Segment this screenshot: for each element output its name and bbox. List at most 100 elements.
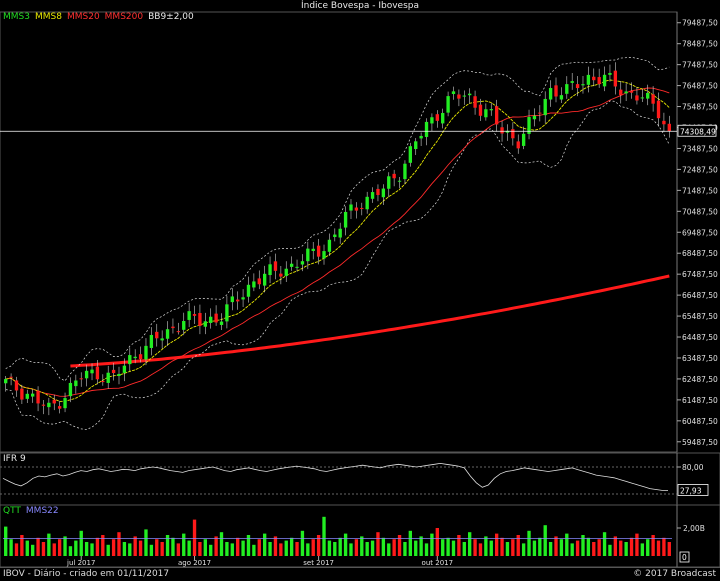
volume-bar <box>548 542 553 556</box>
volume-bar <box>230 543 234 556</box>
volume-bar <box>241 540 245 556</box>
volume-bar <box>608 544 612 556</box>
volume-bar <box>505 542 510 556</box>
volume-bar <box>306 543 310 556</box>
candle-body <box>84 370 89 379</box>
volume-bar <box>214 536 218 556</box>
volume-bar <box>662 537 666 556</box>
volume-bar <box>155 539 159 556</box>
volume-bar <box>327 540 332 556</box>
candle-body <box>468 93 472 96</box>
volume-panel: 2,00B 0 <box>0 504 720 567</box>
volume-bar <box>656 540 661 556</box>
candle-body <box>246 284 251 297</box>
volume-bar <box>516 535 520 556</box>
bollinger-upper <box>5 56 670 382</box>
volume-bar <box>187 540 191 556</box>
volume-bar <box>257 539 261 556</box>
volume-bar <box>381 537 386 556</box>
volume-bar <box>667 542 671 556</box>
volume-bar <box>138 540 143 556</box>
main-legend: MMS3 MMS8 MMS20 MMS200 BB9±2,00 <box>3 12 199 23</box>
volume-bar <box>149 544 154 556</box>
volume-bar <box>457 535 461 556</box>
volume-bar <box>171 537 175 556</box>
volume-bar <box>635 533 639 556</box>
volume-bar <box>63 536 67 556</box>
volume-bar <box>646 539 650 556</box>
volume-bar <box>370 540 375 556</box>
volume-bar <box>144 529 148 556</box>
candle-body <box>354 207 359 211</box>
price-tick-label: 68487,50 <box>682 249 718 258</box>
volume-bar <box>133 536 137 556</box>
candle-body <box>209 316 213 323</box>
volume-bar <box>284 540 288 556</box>
price-tick-label: 79487,50 <box>682 19 718 28</box>
price-tick-label: 66487,50 <box>682 291 718 300</box>
candle-body <box>629 90 634 93</box>
candle-body <box>473 96 477 108</box>
volume-bar <box>273 536 278 556</box>
candle-body <box>559 95 564 100</box>
candle-body <box>327 239 332 252</box>
volume-bar <box>101 535 105 556</box>
volume-bar <box>462 542 466 556</box>
volume-bar <box>349 543 353 556</box>
volume-bar <box>651 535 655 556</box>
price-tick-label: 70487,50 <box>682 207 718 216</box>
mms20-line <box>5 87 670 397</box>
volume-bar <box>225 542 229 556</box>
candle-body <box>370 192 375 199</box>
candle-body <box>527 117 531 134</box>
candle-body <box>397 180 402 182</box>
candle-body <box>90 369 94 374</box>
volume-bar <box>592 542 596 556</box>
price-tick-label: 76487,50 <box>682 82 718 91</box>
candle-body <box>505 130 510 133</box>
volume-bar <box>4 526 8 556</box>
candle-body <box>149 334 154 348</box>
candle-body <box>14 380 19 391</box>
volume-bar <box>403 542 407 556</box>
rsi-legend: IFR 9 <box>3 454 31 465</box>
candle-body <box>138 354 143 360</box>
volume-bar <box>47 533 51 556</box>
candle-body <box>511 129 515 139</box>
volume-bar <box>52 543 56 556</box>
candle-body <box>462 95 466 97</box>
candle-body <box>646 92 650 99</box>
candle-body <box>306 248 310 262</box>
candle-body <box>554 85 558 97</box>
candle-body <box>613 70 618 87</box>
candle-body <box>74 380 78 387</box>
volume-bar <box>31 544 35 556</box>
volume-bar <box>111 539 116 556</box>
candle-body <box>349 204 353 211</box>
last-price-box <box>677 124 717 137</box>
candle-body <box>430 117 434 124</box>
volume-bar <box>236 537 240 556</box>
volume-bar <box>57 539 62 556</box>
volume-bar <box>252 544 256 556</box>
candle-body <box>516 141 520 149</box>
price-tick-label: 67487,50 <box>682 270 718 279</box>
candle-body <box>252 281 256 288</box>
candle-body <box>500 127 504 134</box>
price-tick-label: 61487,50 <box>682 396 718 405</box>
candle-body <box>41 404 46 406</box>
mms8-line <box>5 79 670 402</box>
candle-body <box>419 135 423 139</box>
volume-bar <box>300 530 305 556</box>
price-tick-label: 75487,50 <box>682 103 718 112</box>
volume-bar <box>387 543 391 556</box>
volume-bar <box>289 537 294 556</box>
volume-bar <box>565 533 569 556</box>
candle-body <box>570 81 574 83</box>
candle-body <box>214 313 218 323</box>
candle-body <box>182 320 186 330</box>
volume-bar <box>79 530 83 556</box>
candle-body <box>241 297 245 300</box>
rsi-last-value: 27,93 <box>680 486 702 495</box>
candle-body <box>484 109 488 118</box>
